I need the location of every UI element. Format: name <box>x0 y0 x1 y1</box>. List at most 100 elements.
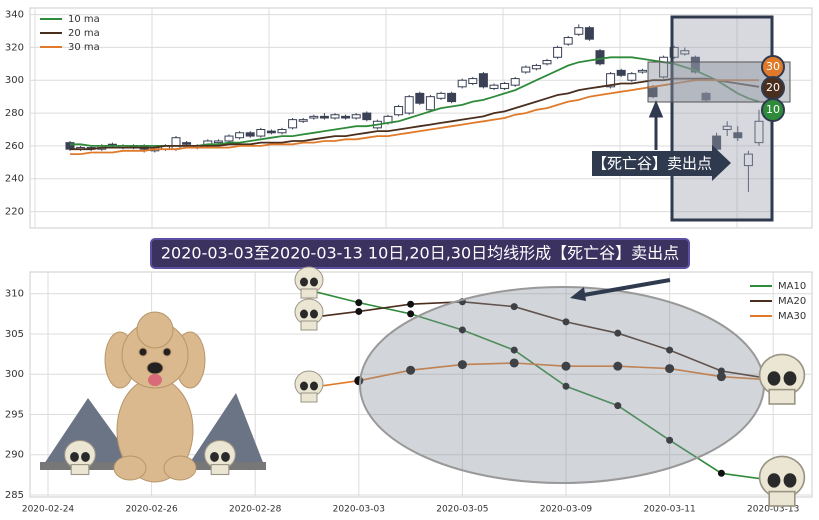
candle-body <box>404 96 414 114</box>
candle-body <box>669 46 679 58</box>
point <box>510 346 518 354</box>
skull-jaw <box>300 392 318 403</box>
candle-body <box>584 27 594 40</box>
candle-body <box>754 120 764 144</box>
candle-body <box>489 84 499 89</box>
y-tick-label: 310 <box>5 289 24 300</box>
candle-body <box>330 114 340 119</box>
x-tick-label: 2020-03-09 <box>540 505 593 515</box>
ma-line <box>70 79 759 155</box>
candle-body <box>256 128 266 137</box>
y-tick-label: 340 <box>5 10 24 21</box>
candle-body <box>224 135 234 142</box>
ma-line <box>306 362 774 389</box>
y-tick-label: 240 <box>5 174 24 185</box>
skull-jaw <box>768 388 796 405</box>
skull <box>294 370 324 403</box>
candle-body <box>309 115 319 119</box>
point <box>665 364 675 374</box>
overlay: 30 20 10 【死亡谷】卖出点 2020-03-03至2020-03-13 … <box>40 15 806 507</box>
skull <box>294 266 324 299</box>
candle-body <box>743 153 753 167</box>
y-tick-label: 300 <box>5 369 24 380</box>
skull-eye <box>310 277 318 287</box>
legend-label: 20 ma <box>68 28 100 39</box>
candle-body <box>616 69 626 76</box>
x-tick-label: 2020-02-26 <box>125 505 178 515</box>
skull <box>204 439 236 476</box>
skull <box>758 353 806 405</box>
point <box>614 402 622 410</box>
candle-body <box>637 69 647 73</box>
y-tick-label: 260 <box>5 141 24 152</box>
y-tick-label: 320 <box>5 42 24 53</box>
skull-eye <box>300 381 308 391</box>
badge-label: 20 <box>766 81 780 94</box>
candle-body <box>415 92 425 104</box>
candle-body <box>171 137 181 150</box>
candle-body <box>627 73 637 81</box>
point <box>614 329 622 337</box>
highlight-ellipse <box>359 286 765 484</box>
candle-body <box>606 73 616 88</box>
skull-eye <box>300 309 308 319</box>
badge <box>761 98 785 122</box>
annotation: 【死亡谷】卖出点 <box>592 155 712 173</box>
skull-eye <box>767 371 781 386</box>
ma-line <box>70 77 760 151</box>
skull-eye <box>300 277 308 287</box>
legend-label: 10 ma <box>68 14 100 25</box>
skull-eye <box>783 473 797 488</box>
candle-body <box>722 125 732 130</box>
skull <box>294 298 324 331</box>
annotation-box <box>592 145 731 181</box>
x-tick-label: 2020-03-11 <box>643 505 695 515</box>
point <box>666 346 674 354</box>
candle-body <box>235 132 245 139</box>
y-tick-label: 305 <box>5 329 24 340</box>
candle-body <box>182 142 192 145</box>
point <box>407 300 415 308</box>
candle-body <box>298 119 308 122</box>
legend-label: MA20 <box>778 296 806 307</box>
candle-body <box>595 50 605 65</box>
y-tick-label: 285 <box>5 490 24 501</box>
point <box>510 303 518 311</box>
y-tick-label: 280 <box>5 108 24 119</box>
point <box>613 361 623 371</box>
marks: 220 240 260 280 300 320 340 10 ma 20 ma 30 ma 285 2… <box>5 8 812 515</box>
point <box>717 469 725 477</box>
candle-body <box>457 79 467 88</box>
candle-body <box>531 64 541 70</box>
point <box>716 372 726 382</box>
point <box>509 358 519 368</box>
candle-body <box>712 135 722 150</box>
y-tick-label: 220 <box>5 207 24 218</box>
skull-eye <box>81 451 90 462</box>
skull-eye <box>767 473 781 488</box>
point <box>561 361 571 371</box>
point <box>407 310 415 318</box>
badge-label: 10 <box>766 103 780 116</box>
skull-jaw <box>768 490 796 507</box>
point <box>355 299 363 307</box>
skull-jaw <box>70 464 90 476</box>
x-tick-label: 2020-03-03 <box>333 505 385 515</box>
arrow-up <box>648 100 664 150</box>
candle-body <box>478 73 488 88</box>
candle-body <box>553 46 563 58</box>
x-tick-label: 2020-02-24 <box>22 505 75 515</box>
point <box>457 360 467 370</box>
badge-label: 30 <box>766 60 780 73</box>
point <box>406 365 416 375</box>
x-tick-label: 2020-02-28 <box>229 505 282 515</box>
candle-body <box>288 119 298 129</box>
candle-body <box>213 140 223 144</box>
skull-jaw <box>210 464 230 476</box>
candle-body <box>574 27 584 35</box>
candle-body <box>521 66 531 73</box>
point <box>562 318 570 326</box>
legend-label: MA10 <box>778 281 806 292</box>
candle-body <box>500 83 510 89</box>
